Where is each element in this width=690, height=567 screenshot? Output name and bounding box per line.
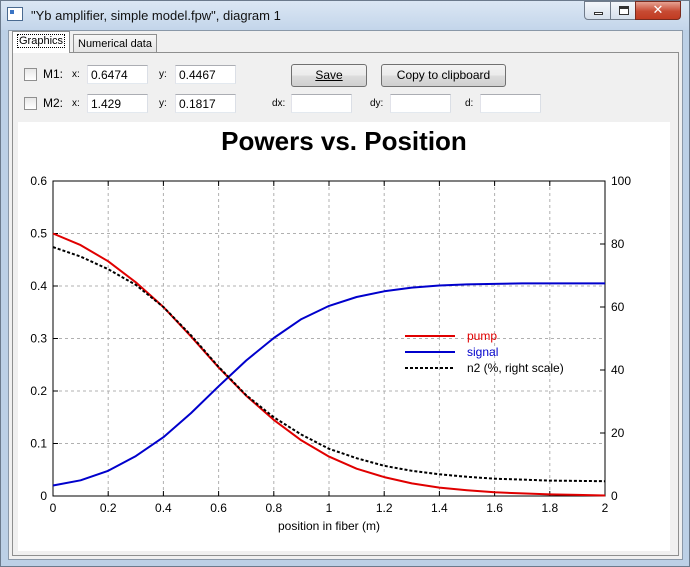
y2-tick-label: 0 [611,489,618,503]
chart-title: Powers vs. Position [221,126,467,156]
tab-graphics-label: Graphics [17,34,66,48]
m1-x-label: x: [72,69,80,80]
graphics-panel: M1: x: y: Save Copy to clipboard M2: x: … [12,52,679,556]
x-tick-label: 0.4 [155,501,172,515]
save-button[interactable]: Save [291,64,367,87]
y-tick-label: 0.6 [30,174,47,188]
legend-label-1: signal [467,345,498,359]
m2-x-label: x: [72,98,80,109]
y2-tick-label: 100 [611,174,631,188]
x-tick-label: 0.8 [265,501,282,515]
window-title: "Yb amplifier, simple model.fpw", diagra… [31,8,281,23]
x-tick-label: 1 [326,501,333,515]
dy-field[interactable] [390,94,451,113]
dx-label: dx: [272,98,286,109]
x-tick-label: 1.8 [541,501,558,515]
x-tick-label: 1.2 [376,501,393,515]
y-tick-label: 0 [40,489,47,503]
copy-to-clipboard-button[interactable]: Copy to clipboard [381,64,506,87]
app-icon[interactable] [7,7,23,21]
tab-graphics[interactable]: Graphics [12,31,71,53]
series-line-0 [52,232,606,497]
legend-label-0: pump [467,329,497,343]
y2-tick-label: 60 [611,300,625,314]
powers-chart[interactable]: Powers vs. Position 0 0.2 0.4 0.6 0.8 1 1.2 1.4 1… [18,122,670,551]
tab-numerical-data-label: Numerical data [78,38,152,50]
y-tick-label: 0.3 [30,332,47,346]
dx-field[interactable] [291,94,352,113]
m1-x-field[interactable] [87,65,148,84]
x-tick-label: 0 [50,501,57,515]
y-tick-label: 0.2 [30,384,47,398]
legend-label-2: n2 (%, right scale) [467,361,564,375]
title-bar[interactable]: "Yb amplifier, simple model.fpw", diagra… [1,1,689,30]
save-button-label: Save [315,68,343,82]
d-field[interactable] [480,94,541,113]
x-tick-label: 2 [602,501,609,515]
m2-x-field[interactable] [87,94,148,113]
maximize-button[interactable] [610,1,636,20]
close-button[interactable]: ✕ [635,1,681,20]
series-line-2 [52,246,606,483]
m2-y-label: y: [159,98,167,109]
minimize-icon [594,12,603,15]
series-line-1 [52,282,605,487]
m1-label: M1: [43,67,64,81]
y-tick-label: 0.5 [30,227,47,241]
m1-y-label: y: [159,69,167,80]
maximize-icon [619,6,629,15]
client-area: Graphics Numerical data M1: x: y: Save C… [8,30,683,560]
m2-y-field[interactable] [175,94,236,113]
x-tick-label: 1.6 [486,501,503,515]
y2-tick-label: 20 [611,426,625,440]
x-tick-label: 0.2 [100,501,117,515]
plot-area[interactable]: Powers vs. Position 0 0.2 0.4 0.6 0.8 1 1.2 1.4 1… [18,122,670,551]
x-tick-label: 0.6 [210,501,227,515]
close-icon: ✕ [652,3,664,18]
m1-y-field[interactable] [175,65,236,84]
y2-tick-label: 40 [611,363,625,377]
d-label: d: [465,98,474,109]
tab-numerical-data[interactable]: Numerical data [73,34,157,53]
dy-label: dy: [370,98,384,109]
m2-checkbox[interactable] [24,97,37,110]
m2-label: M2: [43,96,64,110]
x-axis-label: position in fiber (m) [278,519,380,533]
y2-tick-label: 80 [611,237,625,251]
x-tick-label: 1.4 [431,501,448,515]
y-tick-label: 0.1 [30,437,47,451]
m1-checkbox[interactable] [24,68,37,81]
minimize-button[interactable] [584,1,611,20]
y-tick-label: 0.4 [30,279,47,293]
